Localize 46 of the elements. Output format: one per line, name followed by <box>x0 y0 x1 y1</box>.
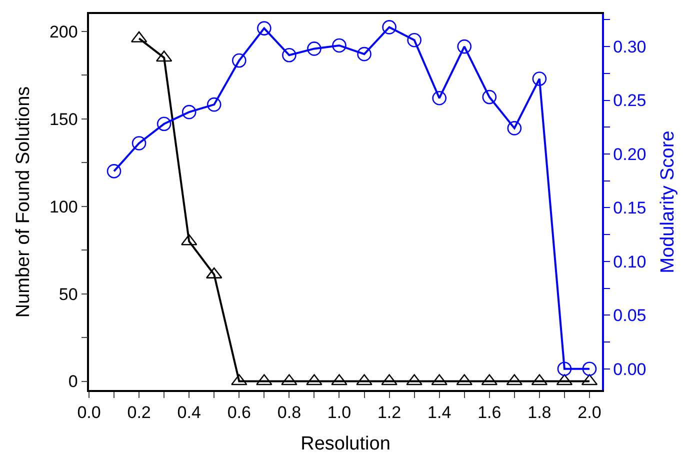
y2-tick-label: 0.20 <box>613 144 646 164</box>
point <box>432 90 446 106</box>
point <box>257 21 272 36</box>
x-tick-label: 1.0 <box>327 403 352 422</box>
x-tick-label: 1.4 <box>428 403 452 422</box>
y2-tick-label: 0.00 <box>613 360 646 379</box>
x-tick-label: 1.2 <box>377 403 402 422</box>
point <box>232 53 246 68</box>
x-tick-label: 0.8 <box>277 403 302 422</box>
point <box>557 362 572 376</box>
point <box>206 97 222 112</box>
x-axis-title: Resolution <box>300 433 390 454</box>
x-tick-label: 1.6 <box>478 403 502 422</box>
y-axis-title: Number of Found Solutions <box>12 86 34 318</box>
point <box>182 104 196 120</box>
y2-tick-label: 0.30 <box>613 38 646 56</box>
point <box>582 362 597 376</box>
y-tick-label: 150 <box>49 110 78 129</box>
y2-tick-label: 0.10 <box>613 252 646 272</box>
x-tick-label: 0.6 <box>227 403 251 422</box>
x-tick-label: 0.4 <box>177 403 201 422</box>
point <box>156 116 172 132</box>
y2-axis-title: Modularity Score <box>658 130 679 274</box>
x-tick-label: 1.8 <box>528 403 552 422</box>
point <box>307 42 322 56</box>
y2-tick-label: 0.25 <box>613 91 646 110</box>
x-tick-label: 0.0 <box>77 403 101 422</box>
y-tick-label: 100 <box>49 197 78 216</box>
x-tick-label: 0.2 <box>127 403 151 422</box>
point <box>106 164 122 178</box>
y2-tick-label: 0.05 <box>613 306 646 326</box>
y-tick-label: 50 <box>58 284 78 304</box>
point <box>457 39 472 54</box>
y2-tick-label: 0.15 <box>613 198 646 218</box>
point <box>507 121 522 136</box>
y-tick-label: 0 <box>68 372 78 392</box>
point <box>282 48 296 62</box>
x-tick-label: 2.0 <box>578 403 602 422</box>
point <box>482 90 497 104</box>
point <box>332 38 346 53</box>
point <box>132 136 146 150</box>
point <box>407 32 422 48</box>
point <box>382 20 396 34</box>
y-tick-label: 200 <box>49 22 78 42</box>
point <box>357 46 372 62</box>
point <box>532 72 547 86</box>
